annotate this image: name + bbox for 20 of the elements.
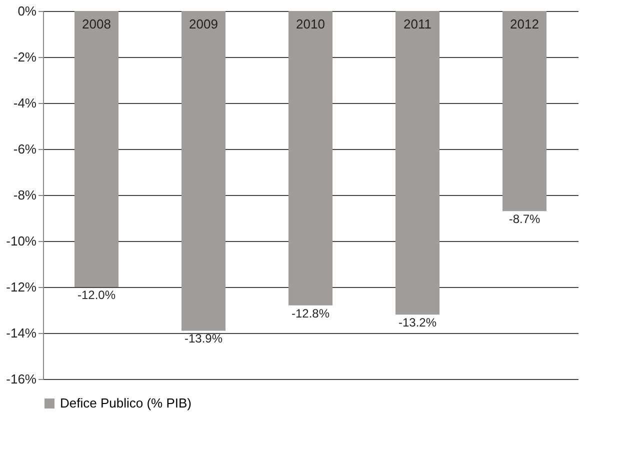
y-tick-label: 0%	[18, 4, 37, 18]
x-tick-label: 2010	[296, 16, 325, 32]
x-tick-label: 2009	[189, 16, 218, 32]
y-tick-label: -2%	[13, 50, 37, 64]
x-tick-label: 2012	[510, 16, 539, 32]
y-tick-label: -6%	[13, 142, 37, 156]
y-tick-label: -10%	[6, 234, 37, 248]
y-tick-label: -12%	[6, 280, 37, 294]
data-label: -12.0%	[77, 288, 116, 302]
legend-label: Defice Publico (% PIB)	[60, 396, 192, 410]
y-tick-label: -16%	[6, 372, 37, 386]
data-label: -13.9%	[184, 332, 223, 346]
data-label: -8.7%	[508, 212, 540, 226]
data-label: -12.8%	[291, 306, 330, 320]
y-tick-label: -4%	[13, 96, 37, 110]
x-tick-label: 2011	[404, 16, 432, 32]
x-tick-label: 2008	[82, 16, 111, 32]
y-tick-label: -8%	[13, 188, 37, 202]
y-tick-label: -14%	[6, 326, 37, 340]
data-label: -13.2%	[398, 316, 437, 330]
